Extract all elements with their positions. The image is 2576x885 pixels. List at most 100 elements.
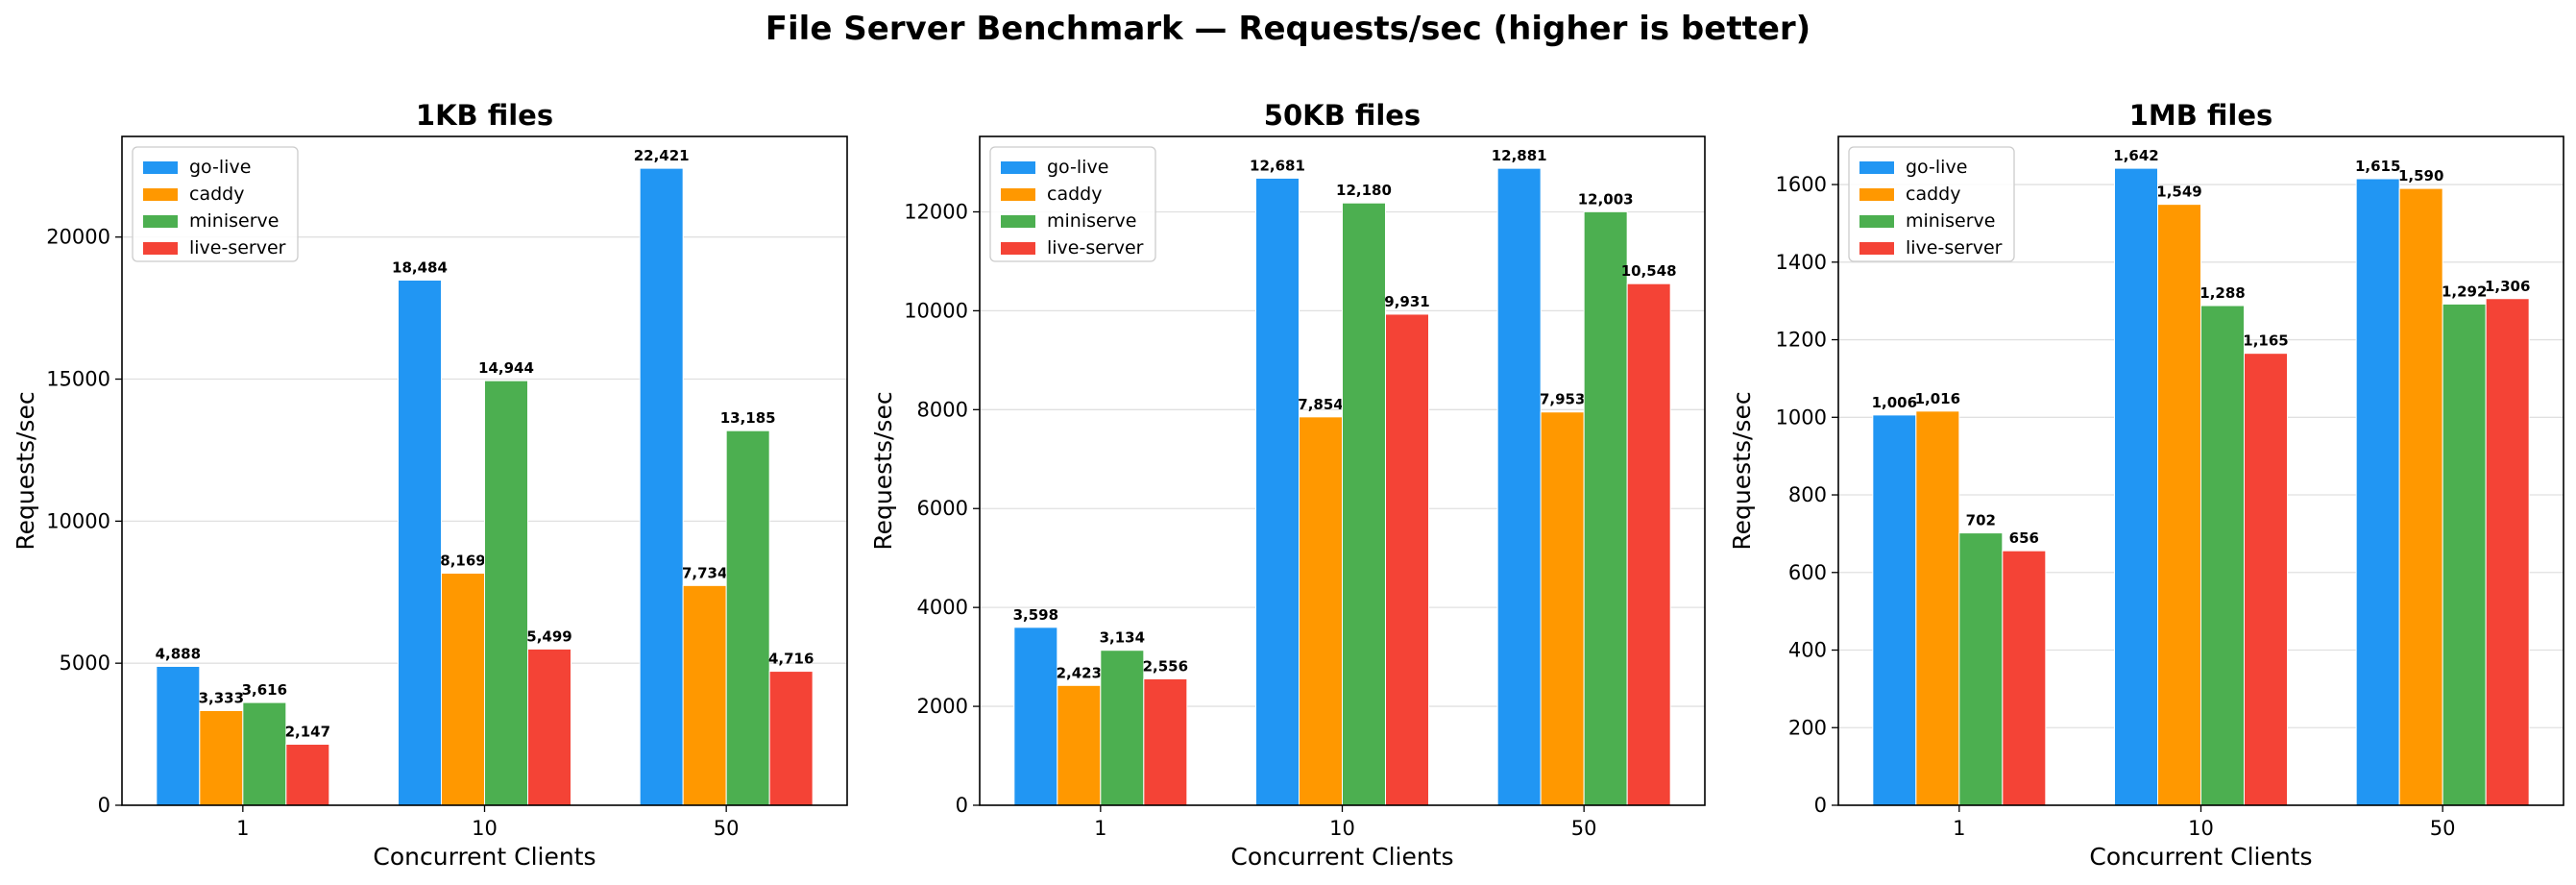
chart-panel-1: 0 5000 10000 15000 20000 4,888 18,484 22,421 3,3… <box>12 99 848 871</box>
legend-label: miniserve <box>1906 210 1995 232</box>
bar <box>2157 204 2201 806</box>
bar <box>2200 305 2245 806</box>
bar-value-label: 4,888 <box>156 645 201 662</box>
y-tick-label: 600 <box>1788 561 1827 584</box>
bar-value-label: 12,180 <box>1336 182 1392 199</box>
x-tick-label: 1 <box>236 817 249 840</box>
x-tick-label: 10 <box>1329 817 1355 840</box>
y-tick-label: 400 <box>1788 639 1827 662</box>
bar <box>199 709 244 806</box>
bar-value-label: 1,006 <box>1872 394 1917 411</box>
legend-label: live-server <box>1047 237 1144 258</box>
legend-swatch <box>1859 242 1894 255</box>
legend <box>989 146 1156 262</box>
bar-value-label: 2,556 <box>1143 657 1188 675</box>
legend <box>132 146 299 262</box>
bar <box>1013 627 1058 806</box>
legend-swatch <box>1001 215 1035 228</box>
bar-value-label: 7,953 <box>1540 391 1585 408</box>
bar <box>1496 167 1542 806</box>
y-tick-label: 15000 <box>46 368 110 391</box>
bar <box>2114 167 2158 806</box>
x-tick-label: 1 <box>1094 817 1106 840</box>
x-tick-label: 1 <box>1953 817 1965 840</box>
legend-label: miniserve <box>189 210 279 232</box>
bar <box>1872 414 1917 806</box>
bar <box>2002 550 2047 806</box>
bar <box>2442 303 2487 806</box>
bar <box>1915 410 1960 806</box>
bar-value-label: 1,549 <box>2156 184 2201 201</box>
bar-value-label: 14,944 <box>478 359 534 377</box>
y-tick-label: 1000 <box>1776 406 1827 429</box>
bar <box>1626 283 1671 806</box>
x-axis-label: Concurrent Clients <box>373 843 595 871</box>
legend-swatch <box>1001 242 1035 255</box>
legend-swatch <box>1859 161 1894 174</box>
bar-value-label: 3,598 <box>1013 606 1058 624</box>
bar <box>398 280 442 806</box>
bar <box>768 671 814 806</box>
x-tick-label: 50 <box>2430 817 2456 840</box>
bar-value-label: 7,734 <box>682 564 727 581</box>
bar <box>1255 177 1300 806</box>
bar-value-label: 4,716 <box>768 651 814 668</box>
bar-value-label: 12,881 <box>1492 147 1547 164</box>
y-tick-label: 200 <box>1788 716 1827 739</box>
bar <box>156 665 201 806</box>
bar-value-label: 1,292 <box>2442 283 2487 300</box>
bar-value-label: 18,484 <box>392 259 448 277</box>
y-tick-label: 10000 <box>904 299 968 322</box>
bar-value-label: 3,134 <box>1100 629 1145 647</box>
y-tick-label: 0 <box>1814 794 1827 817</box>
bar <box>1583 210 1628 806</box>
bar <box>725 430 770 806</box>
bar <box>1540 411 1585 806</box>
y-tick-label: 1400 <box>1776 251 1827 274</box>
y-tick-label: 20000 <box>46 226 110 249</box>
bar-value-label: 1,016 <box>1915 390 1960 407</box>
y-tick-label: 0 <box>956 794 968 817</box>
bar-value-label: 2,147 <box>285 724 330 741</box>
bar <box>1057 684 1102 806</box>
y-axis-label: Requests/sec <box>1728 391 1756 550</box>
y-tick-label: 12000 <box>904 200 968 223</box>
bar-value-label: 1,306 <box>2485 278 2530 295</box>
y-tick-label: 5000 <box>60 651 110 675</box>
bar <box>639 167 684 806</box>
bar-value-label: 12,003 <box>1578 190 1634 208</box>
bar <box>285 744 330 806</box>
bar <box>242 701 287 806</box>
x-axis-label: Concurrent Clients <box>2089 843 2312 871</box>
y-tick-label: 1200 <box>1776 329 1827 352</box>
bar-value-label: 702 <box>1966 512 1996 529</box>
bar-value-label: 5,499 <box>526 627 571 645</box>
y-tick-label: 1600 <box>1776 173 1827 196</box>
bar <box>527 648 571 806</box>
figure-title: File Server Benchmark — Requests/sec (hi… <box>765 10 1811 48</box>
bar-value-label: 1,642 <box>2113 147 2158 164</box>
legend-swatch <box>1859 215 1894 228</box>
legend-swatch <box>1859 188 1894 201</box>
bar <box>1299 416 1343 806</box>
panel-title: 1MB files <box>2129 99 2273 132</box>
bar <box>1385 313 1429 806</box>
bar <box>2244 353 2288 806</box>
bar <box>1958 532 2004 806</box>
legend-label: caddy <box>1047 184 1102 205</box>
y-tick-label: 8000 <box>917 398 968 421</box>
legend-label: caddy <box>1906 184 1960 205</box>
bar <box>1143 677 1188 806</box>
bar-value-label: 13,185 <box>720 409 776 427</box>
bar-value-label: 22,421 <box>634 147 690 164</box>
chart-panel-3: 0 200 400 600 800 1000 1200 1400 1600 1,006 1,642 1… <box>1728 99 2564 871</box>
bar-value-label: 3,333 <box>199 689 244 706</box>
y-tick-label: 800 <box>1788 483 1827 506</box>
y-tick-label: 2000 <box>917 695 968 718</box>
y-tick-label: 10000 <box>46 509 110 532</box>
chart-panel-2: 0200040006000800010000120003,59812,68112… <box>869 99 1706 871</box>
bar <box>1100 650 1145 806</box>
legend <box>1848 146 2015 262</box>
legend-label: go-live <box>189 157 251 178</box>
